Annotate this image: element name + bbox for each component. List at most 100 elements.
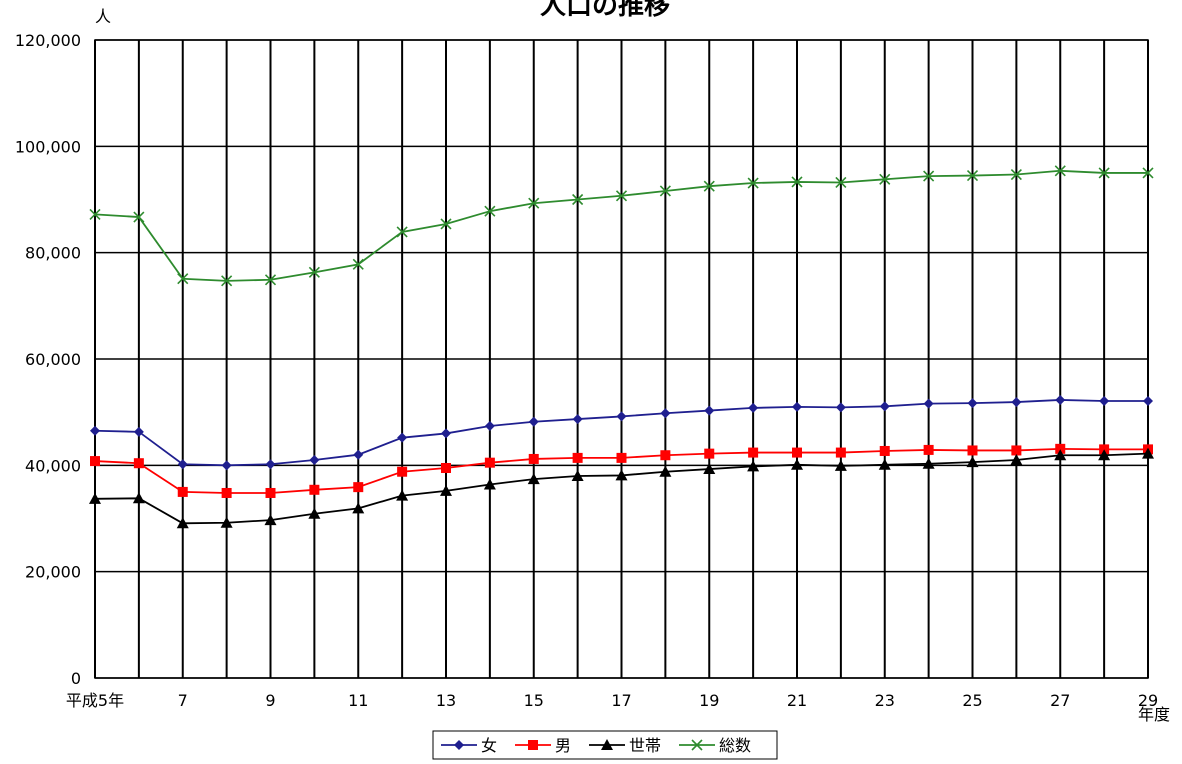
data-point — [528, 453, 539, 464]
data-point — [572, 414, 583, 425]
x-tick-label: 21 — [787, 691, 807, 710]
series-0 — [90, 394, 1153, 471]
data-point — [177, 486, 188, 497]
x-tick-label: 15 — [524, 691, 544, 710]
data-point — [484, 420, 495, 431]
data-point — [967, 398, 978, 409]
x-axis-label: 年度 — [1138, 705, 1170, 724]
y-tick-label: 80,000 — [25, 244, 81, 263]
x-tick-label: 29 — [1138, 691, 1158, 710]
data-point — [352, 502, 365, 514]
x-tick-label: 9 — [265, 691, 275, 710]
data-point — [265, 459, 276, 470]
marker-stroke — [615, 190, 628, 202]
data-point — [660, 450, 671, 461]
data-point — [440, 218, 452, 230]
legend-label: 女 — [481, 736, 497, 755]
data-point — [484, 457, 495, 468]
data-point — [703, 180, 715, 192]
marker-stroke — [484, 205, 496, 217]
data-point — [747, 177, 759, 189]
data-point — [265, 487, 276, 498]
data-point — [834, 459, 847, 471]
data-point — [309, 455, 320, 466]
data-point — [397, 466, 408, 477]
data-point — [879, 173, 891, 185]
legend-item-0: 女 — [441, 736, 497, 755]
legend-marker — [691, 739, 703, 751]
x-tick-label: 平成5年 — [66, 691, 124, 710]
data-point — [1142, 167, 1154, 179]
series-layer — [89, 165, 1154, 529]
marker-stroke — [1142, 167, 1154, 179]
y-tick-label: 0 — [71, 669, 81, 688]
data-point — [176, 517, 189, 529]
y-tick-label: 100,000 — [15, 137, 81, 156]
data-point — [615, 469, 628, 481]
data-point — [396, 226, 408, 238]
marker-stroke — [966, 170, 979, 182]
data-point — [792, 447, 802, 458]
data-point — [133, 211, 145, 223]
data-point — [791, 458, 803, 470]
data-point — [659, 465, 672, 477]
data-point — [528, 416, 539, 427]
marker-stroke — [1098, 167, 1110, 179]
data-point — [396, 489, 409, 501]
y-axis-label: 人 — [95, 7, 111, 26]
marker-stroke — [396, 226, 408, 238]
data-point — [923, 398, 934, 409]
x-tick-label: 17 — [611, 691, 631, 710]
data-point — [177, 459, 188, 470]
data-point — [1055, 394, 1066, 405]
x-tick-label: 11 — [348, 691, 368, 710]
data-point — [221, 460, 232, 471]
marker-stroke — [1054, 165, 1066, 177]
data-point — [747, 460, 760, 472]
data-point — [923, 170, 935, 182]
data-point — [89, 492, 101, 504]
legend-item-1: 男 — [515, 736, 571, 755]
data-point — [483, 478, 496, 490]
series-1 — [90, 443, 1153, 498]
data-point — [309, 484, 320, 495]
data-point — [835, 176, 847, 189]
legend-label: 総数 — [719, 736, 751, 755]
legend-item-2: 世帯 — [589, 736, 661, 755]
data-point — [616, 411, 627, 422]
data-point — [441, 462, 451, 473]
x-tick-label: 27 — [1050, 691, 1070, 710]
series-3 — [89, 165, 1154, 287]
y-tick-label: 120,000 — [15, 31, 81, 50]
legend-label: 世帯 — [629, 736, 661, 755]
marker-stroke — [440, 218, 452, 230]
data-point — [572, 193, 584, 206]
data-point — [1010, 454, 1023, 466]
data-point — [792, 401, 802, 412]
data-point — [1142, 447, 1154, 459]
y-tick-label: 20,000 — [25, 563, 81, 582]
data-point — [704, 448, 715, 459]
data-point — [1099, 396, 1110, 407]
marker-stroke — [89, 208, 101, 220]
marker-stroke — [352, 258, 364, 270]
data-point — [879, 445, 890, 456]
data-point — [704, 405, 715, 416]
data-point — [835, 447, 846, 458]
data-point — [1010, 168, 1022, 181]
data-point — [791, 176, 803, 188]
data-point — [353, 449, 364, 460]
data-point — [923, 444, 934, 455]
data-point — [922, 457, 935, 469]
data-point — [572, 452, 583, 463]
data-point — [1143, 396, 1153, 407]
data-point — [353, 482, 364, 493]
data-point — [1098, 449, 1111, 461]
data-point — [1011, 445, 1022, 456]
marker-stroke — [703, 180, 715, 192]
legend-label: 男 — [555, 736, 571, 755]
x-tick-label: 7 — [178, 691, 188, 710]
data-point — [879, 401, 890, 412]
